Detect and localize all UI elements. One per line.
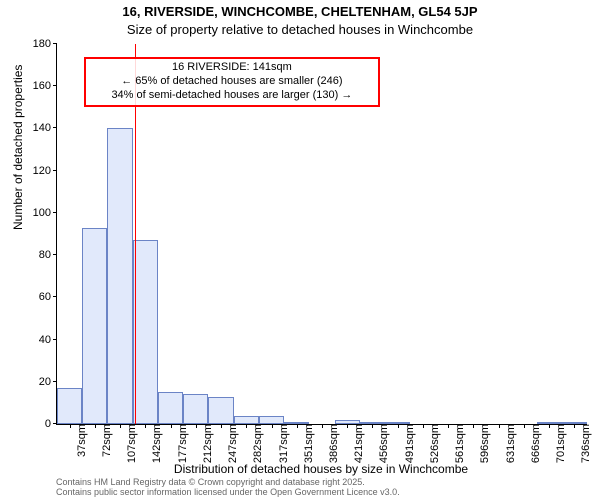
chart-title-sub: Size of property relative to detached ho… <box>0 22 600 37</box>
x-tick-label: 491sqm <box>402 424 416 463</box>
y-tick-label: 40 <box>39 334 57 346</box>
histogram-bar <box>107 128 132 424</box>
x-tick-label: 666sqm <box>528 424 542 463</box>
x-tick-label: 421sqm <box>351 424 365 463</box>
x-tick-mark <box>524 424 525 428</box>
x-tick-label: 177sqm <box>175 424 189 463</box>
x-tick-label: 386sqm <box>326 424 340 463</box>
y-tick-label: 0 <box>45 418 57 430</box>
x-tick-label: 561sqm <box>452 424 466 463</box>
annotation-line: ← 65% of detached houses are smaller (24… <box>92 75 373 89</box>
y-tick-label: 20 <box>39 376 57 388</box>
x-tick-label: 736sqm <box>578 424 592 463</box>
histogram-bar <box>183 394 208 424</box>
x-axis-label: Distribution of detached houses by size … <box>56 462 586 476</box>
histogram-bar <box>133 240 158 424</box>
y-axis-label: Number of detached properties <box>11 65 25 230</box>
histogram-bar <box>82 228 107 424</box>
x-tick-label: 317sqm <box>276 424 290 463</box>
x-tick-label: 37sqm <box>74 424 88 457</box>
x-tick-mark <box>574 424 575 428</box>
annotation-line: 16 RIVERSIDE: 141sqm <box>92 61 373 75</box>
x-tick-mark <box>499 424 500 428</box>
annotation-line: 34% of semi-detached houses are larger (… <box>92 89 373 103</box>
histogram-bar <box>259 416 284 424</box>
y-tick-mark <box>53 212 57 213</box>
y-tick-mark <box>53 170 57 171</box>
histogram-bar <box>158 392 183 424</box>
x-tick-mark <box>372 424 373 428</box>
x-tick-label: 212sqm <box>200 424 214 463</box>
chart-title-main: 16, RIVERSIDE, WINCHCOMBE, CHELTENHAM, G… <box>0 4 600 19</box>
histogram-bar <box>208 397 233 424</box>
y-tick-mark <box>53 43 57 44</box>
histogram-bar <box>57 388 82 424</box>
x-tick-mark <box>322 424 323 428</box>
y-tick-mark <box>53 339 57 340</box>
y-tick-mark <box>53 296 57 297</box>
x-tick-label: 247sqm <box>225 424 239 463</box>
x-tick-label: 351sqm <box>301 424 315 463</box>
histogram-bar <box>234 416 259 424</box>
y-tick-mark <box>53 381 57 382</box>
x-tick-label: 72sqm <box>99 424 113 457</box>
x-tick-mark <box>473 424 474 428</box>
x-tick-mark <box>221 424 222 428</box>
y-tick-mark <box>53 254 57 255</box>
chart-footer: Contains HM Land Registry data © Crown c… <box>56 478 400 498</box>
x-tick-mark <box>347 424 348 428</box>
y-tick-label: 120 <box>33 165 57 177</box>
x-tick-mark <box>272 424 273 428</box>
y-tick-label: 60 <box>39 291 57 303</box>
x-tick-mark <box>95 424 96 428</box>
x-tick-label: 596sqm <box>477 424 491 463</box>
x-tick-label: 142sqm <box>149 424 163 463</box>
x-tick-label: 107sqm <box>124 424 138 463</box>
x-tick-mark <box>448 424 449 428</box>
x-tick-mark <box>120 424 121 428</box>
y-tick-label: 160 <box>33 80 57 92</box>
y-tick-label: 80 <box>39 249 57 261</box>
plot-area: 02040608010012014016018037sqm72sqm107sqm… <box>56 44 587 425</box>
x-tick-label: 282sqm <box>250 424 264 463</box>
x-tick-label: 526sqm <box>427 424 441 463</box>
x-tick-mark <box>549 424 550 428</box>
x-tick-mark <box>196 424 197 428</box>
y-tick-label: 100 <box>33 207 57 219</box>
y-tick-label: 140 <box>33 122 57 134</box>
footer-line-2: Contains public sector information licen… <box>56 488 400 498</box>
x-tick-mark <box>145 424 146 428</box>
x-tick-mark <box>171 424 172 428</box>
chart-container: 16, RIVERSIDE, WINCHCOMBE, CHELTENHAM, G… <box>0 0 600 500</box>
x-tick-mark <box>297 424 298 428</box>
x-tick-mark <box>246 424 247 428</box>
x-tick-mark <box>423 424 424 428</box>
y-tick-label: 180 <box>33 38 57 50</box>
x-tick-label: 701sqm <box>553 424 567 463</box>
x-tick-label: 631sqm <box>503 424 517 463</box>
x-tick-mark <box>70 424 71 428</box>
x-tick-label: 456sqm <box>376 424 390 463</box>
y-tick-mark <box>53 127 57 128</box>
annotation-box: 16 RIVERSIDE: 141sqm← 65% of detached ho… <box>84 57 381 106</box>
x-tick-mark <box>398 424 399 428</box>
y-tick-mark <box>53 85 57 86</box>
